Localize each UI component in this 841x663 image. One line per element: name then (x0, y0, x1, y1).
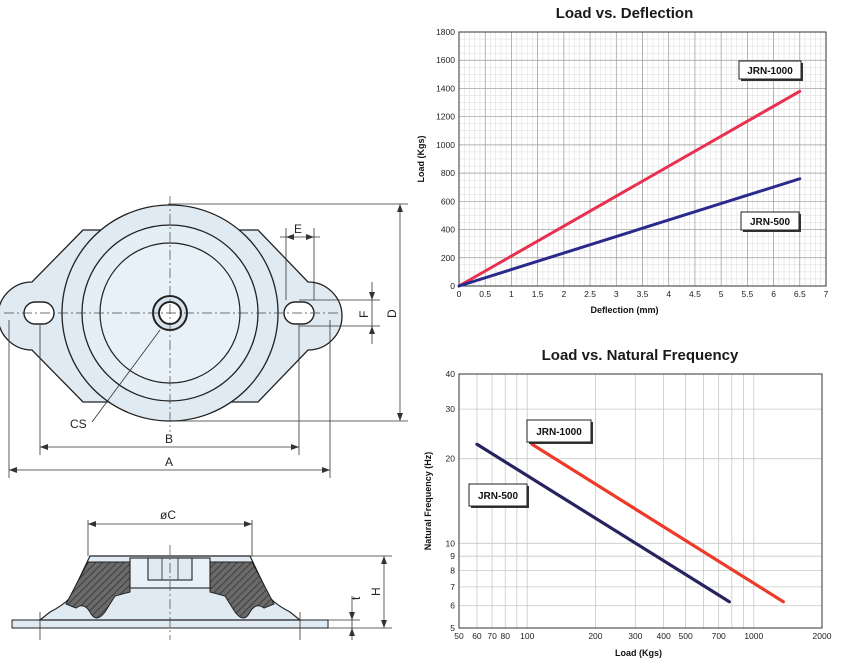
dim-label-a: A (165, 455, 173, 469)
x-tick-label: 80 (501, 631, 511, 641)
series-label-shadow (741, 63, 803, 81)
series-label: JRN-500 (750, 217, 790, 228)
x-tick-label: 100 (520, 631, 534, 641)
top-view: A B CS D F E (0, 196, 408, 478)
x-tick-label: 2.5 (584, 289, 596, 299)
y-tick-label: 0 (450, 281, 455, 291)
x-tick-label: 200 (588, 631, 602, 641)
dim-label-b: B (165, 432, 173, 446)
series-label-shadow (529, 422, 593, 444)
y-tick-label: 1000 (436, 140, 455, 150)
dim-label-d: D (385, 309, 399, 318)
series-label: JRN-500 (478, 491, 518, 502)
x-tick-label: 70 (487, 631, 497, 641)
x-tick-label: 1000 (744, 631, 763, 641)
chart-title: Load vs. Natural Frequency (542, 347, 739, 364)
y-tick-label: 8 (450, 566, 455, 576)
y-tick-label: 1600 (436, 55, 455, 65)
x-tick-label: 3.5 (637, 289, 649, 299)
x-tick-label: 1.5 (532, 289, 544, 299)
series-label-box (526, 419, 592, 443)
center-lines (4, 196, 340, 432)
x-tick-label: 4 (666, 289, 671, 299)
x-tick-label: 5.5 (741, 289, 753, 299)
plot-area (459, 374, 822, 628)
y-tick-label: 5 (450, 623, 455, 633)
x-tick-label: 700 (712, 631, 726, 641)
x-tick-label: 6.5 (794, 289, 806, 299)
chart-title: Load vs. Deflection (556, 5, 694, 22)
y-tick-label: 1200 (436, 112, 455, 122)
series-line (475, 442, 731, 604)
y-tick-label: 9 (450, 551, 455, 561)
x-tick-label: 0 (457, 289, 462, 299)
section-dimension-lines (39, 520, 392, 640)
x-tick-label: 5 (719, 289, 724, 299)
x-tick-label: 2000 (813, 631, 832, 641)
y-tick-label: 600 (441, 196, 455, 206)
y-tick-label: 10 (446, 538, 456, 548)
y-tick-label: 800 (441, 168, 455, 178)
x-tick-label: 60 (472, 631, 482, 641)
series-label-shadow (743, 214, 801, 232)
y-tick-label: 20 (446, 454, 456, 464)
x-tick-label: 7 (824, 289, 829, 299)
dim-label-t: t (349, 596, 363, 600)
x-axis-label: Load (Kgs) (615, 648, 662, 658)
y-tick-label: 200 (441, 253, 455, 263)
section-dimension-arrowheads (88, 521, 387, 636)
series-line (457, 177, 802, 288)
x-tick-label: 400 (657, 631, 671, 641)
x-tick-label: 50 (454, 631, 464, 641)
y-axis-label: Natural Frequency (Hz) (423, 452, 433, 551)
x-tick-label: 3 (614, 289, 619, 299)
x-tick-label: 1 (509, 289, 514, 299)
y-tick-label: 40 (446, 369, 456, 379)
x-tick-label: 6 (771, 289, 776, 299)
x-axis-label: Deflection (mm) (590, 305, 658, 315)
section-rubber-left (65, 561, 131, 619)
y-tick-label: 7 (450, 582, 455, 592)
side-section-view: øC H t (11, 508, 392, 640)
x-tick-label: 0.5 (479, 289, 491, 299)
series-label: JRN-1000 (747, 66, 793, 77)
plot-frame (458, 373, 823, 629)
series-label-box (468, 483, 528, 507)
section-rubber-right (209, 561, 275, 619)
dim-label-f: F (357, 311, 371, 318)
x-tick-label: 500 (678, 631, 692, 641)
y-tick-label: 6 (450, 601, 455, 611)
series-label-shadow (471, 486, 529, 508)
x-tick-label: 300 (628, 631, 642, 641)
dim-label-oc: øC (160, 508, 176, 522)
y-tick-label: 400 (441, 225, 455, 235)
dimension-lines (8, 203, 408, 478)
plot-area (459, 32, 826, 286)
series-label-box (738, 60, 802, 80)
y-tick-label: 30 (446, 404, 456, 414)
series-label: JRN-1000 (536, 427, 582, 438)
mount-technical-drawing: A B CS D F E (0, 196, 408, 640)
plot-frame (458, 31, 827, 287)
y-tick-label: 1400 (436, 83, 455, 93)
series-line (530, 442, 785, 604)
dimension-arrowheads (9, 204, 403, 473)
x-tick-label: 2 (561, 289, 566, 299)
dim-label-e: E (294, 222, 302, 236)
dim-label-cs: CS (70, 417, 87, 431)
series-line (457, 89, 802, 288)
y-tick-label: 1800 (436, 27, 455, 37)
series-label-box (740, 211, 800, 231)
dim-label-h: H (369, 587, 383, 596)
x-tick-label: 4.5 (689, 289, 701, 299)
